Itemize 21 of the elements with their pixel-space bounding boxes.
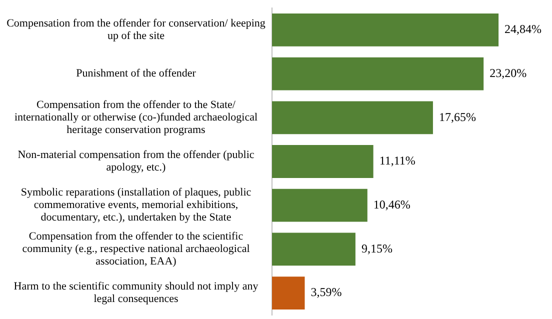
y-tick-label: Non-material compensation from the offender (public apology, etc.) <box>18 149 254 174</box>
y-tick-label: Compensation from the offender to the State/ internationally or otherwise (co-)funded archaeological heritage conservation programs <box>14 99 258 136</box>
bar <box>272 101 433 134</box>
y-tick-label: Harm to the scientific community should not imply any legal consequences <box>14 280 259 306</box>
data-label: 3,59% <box>310 285 342 300</box>
bar <box>272 232 356 266</box>
bar <box>272 145 374 178</box>
bar <box>272 13 499 46</box>
y-tick-label: Punishment of the offender <box>76 68 196 80</box>
bar <box>272 276 305 310</box>
y-tick-label: Symbolic reparations (installation of plaques, public commemorative events, memorial exhibitions, documentary, etc.), undertaken by the State <box>20 186 252 224</box>
data-label: 10,46% <box>373 198 410 212</box>
bar <box>272 57 484 90</box>
data-label: 9,15% <box>361 241 392 256</box>
bar <box>272 188 368 222</box>
data-label: 11,11% <box>379 154 416 168</box>
data-label: 23,20% <box>490 66 527 80</box>
y-tick-label: Compensation from the offender for conservation/ keeping up of the site <box>6 18 266 42</box>
y-tick-label: Compensation from the offender to the scientific community (e.g., respective national archaeological association, EAA) <box>22 230 250 268</box>
data-label: 17,65% <box>438 110 476 124</box>
data-label: 24,84% <box>504 22 542 36</box>
